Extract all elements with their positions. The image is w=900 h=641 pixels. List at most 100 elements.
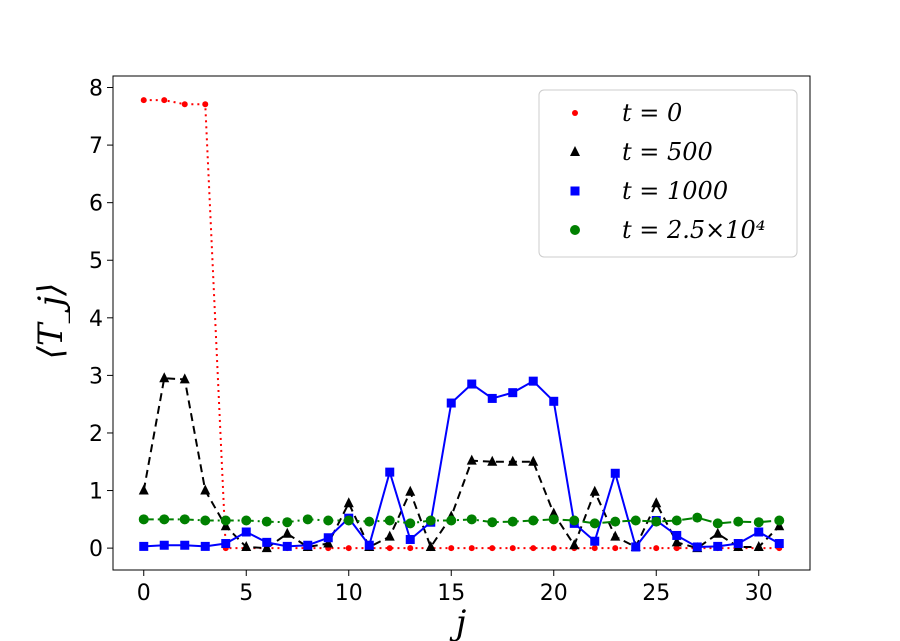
- series-4-point: [528, 515, 539, 526]
- series-3-point: [549, 396, 559, 406]
- series-2-point: [384, 530, 395, 541]
- series-4-point: [261, 516, 272, 527]
- series-4-point: [384, 515, 395, 526]
- series-2-point: [466, 454, 477, 465]
- series-4-point: [733, 516, 744, 527]
- series-4-point: [466, 514, 477, 525]
- series-3-point: [590, 536, 600, 546]
- y-tick-label: 3: [89, 364, 103, 389]
- series-4-point: [343, 515, 354, 526]
- legend-item: t = 2.5×10⁴: [570, 216, 765, 244]
- series-3-point: [672, 530, 682, 540]
- series-1-point: [202, 101, 209, 108]
- legend-item: t = 500: [570, 138, 713, 166]
- series-4-point: [446, 515, 457, 526]
- y-tick-label: 0: [89, 537, 103, 562]
- series-2-point: [425, 540, 436, 551]
- series-2-point: [569, 539, 580, 550]
- series-4-point: [159, 514, 170, 525]
- series-3-point: [446, 398, 456, 408]
- y-tick-label: 5: [89, 249, 103, 274]
- legend-marker: [570, 146, 580, 156]
- series-2-point: [753, 540, 764, 551]
- y-axis-label: ⟨T_j⟩: [31, 283, 71, 360]
- series-2-point: [712, 527, 723, 538]
- series-4-point: [569, 515, 580, 526]
- y-tick-label: 7: [89, 134, 103, 159]
- series-3-point: [610, 468, 620, 478]
- series-3-point: [364, 540, 374, 550]
- series-4-point: [425, 515, 436, 526]
- series-3-point: [774, 539, 784, 549]
- series-3-point: [303, 540, 313, 550]
- series-3-point: [323, 533, 333, 543]
- series-3-point: [733, 539, 743, 549]
- series-1-point: [407, 545, 414, 552]
- series-4-point: [630, 515, 641, 526]
- series-4-point: [507, 516, 518, 527]
- series-3-point: [241, 527, 251, 537]
- legend-label: t = 1000: [622, 177, 728, 205]
- series-1-point: [468, 545, 475, 552]
- series-3-point: [221, 539, 231, 549]
- legend-marker: [572, 110, 578, 116]
- series-2-point: [610, 530, 621, 541]
- series-3-point: [262, 537, 272, 547]
- series-3-point: [467, 379, 477, 389]
- series-3-point: [528, 376, 538, 386]
- series-1-point: [386, 545, 393, 552]
- x-axis-label: j: [449, 603, 467, 641]
- series-3-point: [200, 541, 210, 551]
- legend-label: t = 2.5×10⁴: [622, 216, 765, 244]
- series-2-point: [651, 497, 662, 508]
- series-2-point: [200, 484, 211, 495]
- series-4-point: [487, 517, 498, 528]
- series-3-point: [508, 388, 518, 398]
- series-4-point: [712, 518, 723, 529]
- series-1-point: [345, 545, 352, 552]
- series-1-point: [140, 97, 147, 104]
- y-tick-label: 2: [89, 422, 103, 447]
- series-4-point: [179, 514, 190, 525]
- series-4-point: [651, 516, 662, 527]
- series-4-point: [364, 516, 375, 527]
- series-marks: [138, 97, 785, 553]
- x-tick-label: 30: [745, 581, 773, 606]
- series-2-point: [343, 497, 354, 508]
- x-tick-label: 0: [137, 581, 151, 606]
- series-1-point: [591, 545, 598, 552]
- legend-marker: [570, 186, 580, 196]
- x-tick-label: 25: [642, 581, 670, 606]
- series-3-point: [713, 541, 723, 551]
- x-tick-label: 20: [540, 581, 568, 606]
- series-2-point: [671, 536, 682, 547]
- series-2-point: [487, 455, 498, 466]
- series-4-point: [610, 516, 621, 527]
- series-2-point: [282, 527, 293, 538]
- series-3-point: [631, 542, 641, 552]
- series-2-point: [179, 373, 190, 384]
- legend-box: [538, 89, 798, 258]
- series-1-point: [653, 545, 660, 552]
- series-3-point: [487, 393, 497, 403]
- series-4-point: [405, 518, 416, 529]
- series-3-point: [754, 527, 764, 537]
- series-4-point: [241, 515, 252, 526]
- series-1-point: [448, 545, 455, 552]
- series-1-point: [161, 97, 168, 104]
- series-4-point: [302, 514, 313, 525]
- series-3-point: [692, 542, 702, 552]
- series-2-point: [323, 537, 334, 548]
- x-tick-label: 5: [239, 581, 253, 606]
- legend: t = 0 t = 500 t = 1000 t = 2.5×10⁴: [538, 89, 798, 258]
- series-3-point: [180, 540, 190, 550]
- series-2-point: [405, 485, 416, 496]
- series-1-point: [612, 545, 619, 552]
- series-4-point: [220, 515, 231, 526]
- series-2-point: [159, 372, 170, 383]
- series-4-point: [753, 517, 764, 528]
- legend-label: t = 500: [622, 138, 713, 166]
- y-tick-label: 6: [89, 192, 103, 217]
- series-4-point: [774, 515, 785, 526]
